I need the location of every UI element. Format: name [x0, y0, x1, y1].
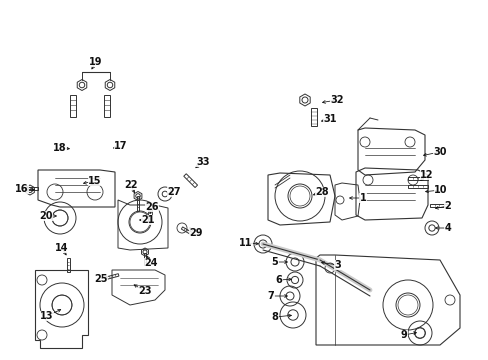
Text: 8: 8: [271, 312, 278, 322]
Text: 29: 29: [189, 228, 203, 238]
Text: 19: 19: [89, 57, 102, 67]
Text: 11: 11: [239, 238, 252, 248]
Text: 16: 16: [15, 184, 29, 194]
Text: 2: 2: [444, 201, 450, 211]
Text: 13: 13: [40, 311, 54, 321]
Text: 18: 18: [53, 143, 67, 153]
Text: 9: 9: [400, 330, 407, 340]
Text: 27: 27: [167, 187, 181, 197]
Bar: [148, 208, 152, 222]
Text: 14: 14: [55, 243, 69, 253]
Text: 25: 25: [94, 274, 107, 284]
Text: 15: 15: [88, 176, 102, 186]
Text: 12: 12: [419, 170, 433, 180]
Text: 23: 23: [138, 286, 151, 296]
Text: 20: 20: [39, 211, 53, 221]
Text: 33: 33: [196, 157, 209, 167]
Text: 10: 10: [433, 185, 447, 195]
Text: 4: 4: [444, 223, 450, 233]
Text: 21: 21: [141, 215, 154, 225]
Text: 3: 3: [334, 260, 341, 270]
Text: 22: 22: [124, 180, 138, 190]
Text: 32: 32: [329, 95, 343, 105]
Text: 7: 7: [267, 291, 274, 301]
Bar: [104, 95, 110, 117]
Text: 31: 31: [323, 114, 336, 124]
Text: 28: 28: [315, 187, 328, 197]
Text: 6: 6: [275, 275, 282, 285]
Text: 30: 30: [432, 147, 446, 157]
Text: 26: 26: [145, 202, 159, 212]
Text: 1: 1: [359, 193, 366, 203]
Text: 5: 5: [271, 257, 278, 267]
Text: 24: 24: [144, 258, 158, 268]
Text: 17: 17: [114, 141, 127, 151]
Bar: [310, 108, 316, 126]
Bar: [70, 95, 76, 117]
